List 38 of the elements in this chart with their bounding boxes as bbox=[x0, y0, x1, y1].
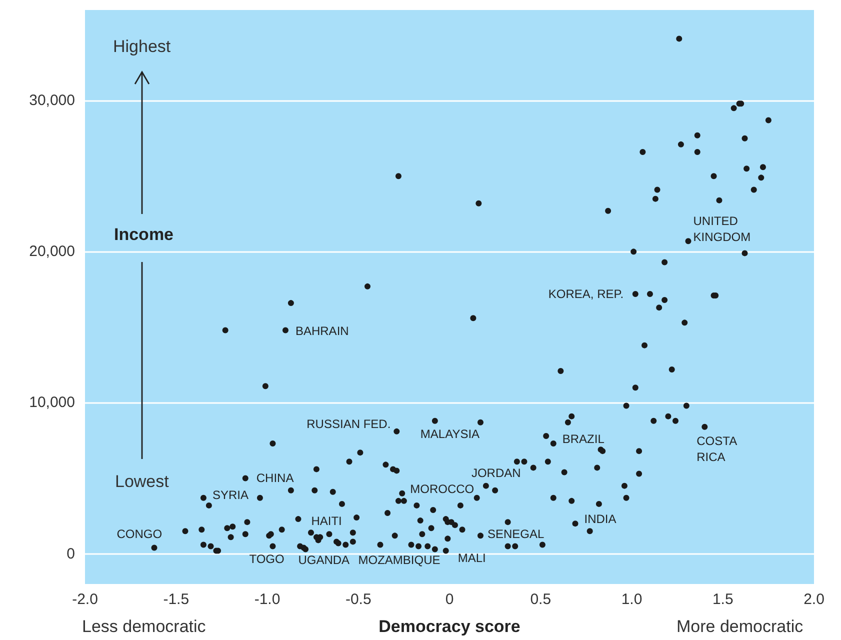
text: More democratic bbox=[676, 617, 804, 636]
y-tick-label: 10,000 bbox=[29, 394, 75, 412]
x-tick-label: -1.5 bbox=[163, 591, 190, 608]
x-tick-label: 1.0 bbox=[621, 591, 642, 608]
annotation: MOZAMBIQUE bbox=[358, 552, 440, 568]
annotation: TOGO bbox=[249, 551, 284, 568]
annotation: RUSSIAN FED. bbox=[306, 416, 391, 432]
annotation: Highest bbox=[113, 37, 171, 56]
annotation: CHINA bbox=[256, 470, 294, 486]
y-tick-label: 30,000 bbox=[29, 92, 75, 110]
annotation: CONGO bbox=[116, 526, 162, 542]
y-axis-title: Income bbox=[114, 225, 174, 244]
x-tick-label: 0.5 bbox=[530, 591, 552, 608]
annotation: MOROCCO bbox=[410, 481, 474, 498]
annotation: MALAYSIA bbox=[420, 426, 480, 442]
x-axis-title: Democracy score bbox=[378, 617, 520, 636]
annotation: KOREA, REP. bbox=[548, 286, 624, 302]
annotation: HAITI bbox=[311, 513, 342, 530]
annotation: UGANDA bbox=[298, 552, 350, 568]
annotation: JORDAN bbox=[471, 464, 521, 481]
annotation: SENEGAL bbox=[487, 526, 544, 542]
annotation: BRAZIL bbox=[562, 430, 604, 447]
y-tick-label: 20,000 bbox=[29, 243, 75, 260]
x-tick-label: -0.5 bbox=[345, 591, 372, 608]
x-tick-label: 2.0 bbox=[804, 591, 824, 608]
annotation: Lowest bbox=[115, 472, 169, 491]
annotation: SYRIA bbox=[212, 486, 248, 503]
x-tick-label: -2.0 bbox=[72, 591, 98, 608]
text: Less democratic bbox=[82, 617, 206, 636]
x-tick-label: 1.5 bbox=[712, 591, 734, 608]
annotation: INDIA bbox=[584, 510, 616, 527]
x-tick-label: 0 bbox=[445, 591, 454, 608]
x-tick-label: -1.0 bbox=[254, 591, 280, 608]
annotation: COSTA RICA bbox=[696, 432, 738, 465]
y-tick-label: 0 bbox=[66, 545, 75, 562]
annotation: MALI bbox=[458, 550, 486, 566]
annotation: BAHRAIN bbox=[295, 323, 349, 340]
annotation: UNITED KINGDOM bbox=[693, 213, 752, 246]
